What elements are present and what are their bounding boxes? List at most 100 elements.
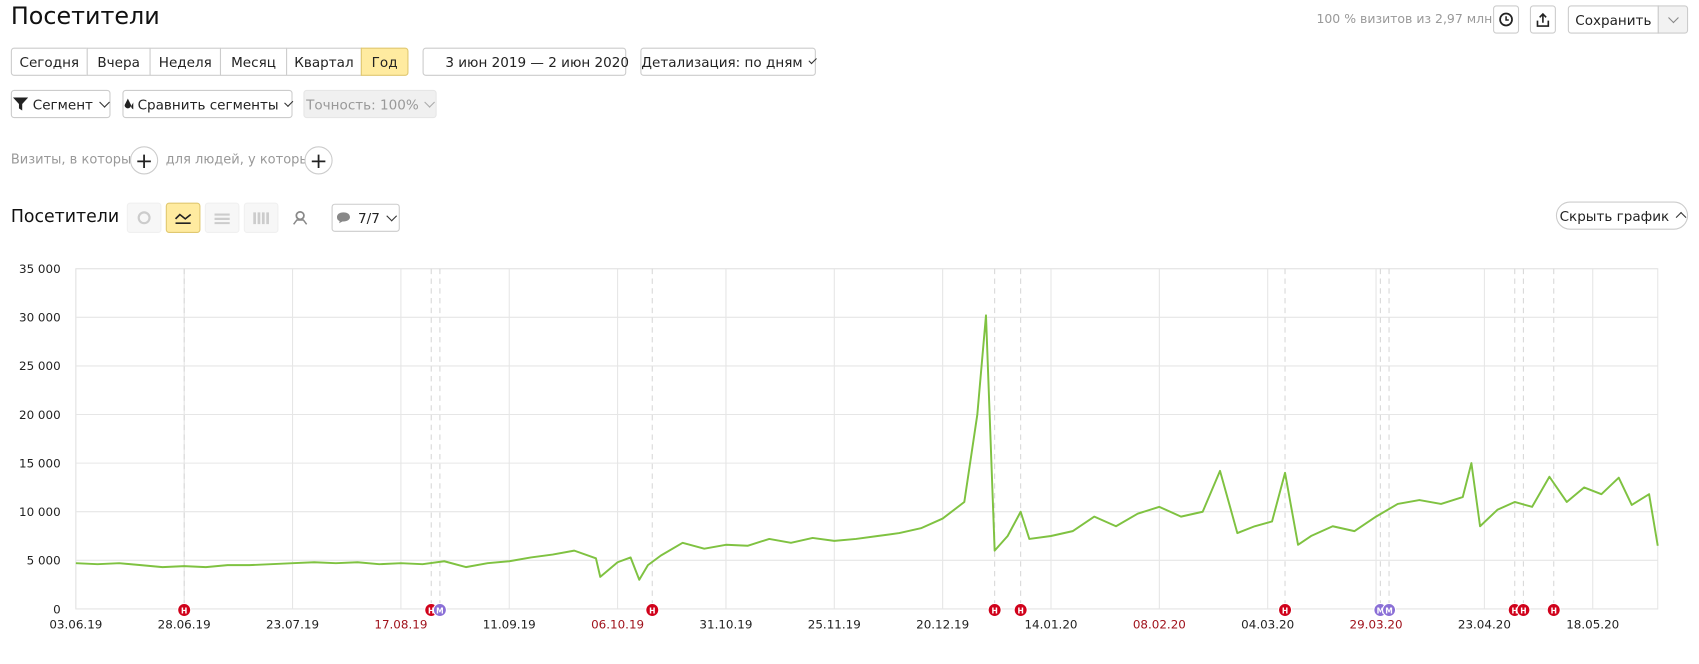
compare-button[interactable]: Сравнить сегменты: [122, 89, 294, 119]
period-button[interactable]: Квартал: [286, 47, 362, 76]
x-tick-label: 14.01.20: [1024, 617, 1077, 631]
annotation-dot: [645, 602, 660, 618]
y-tick-label: 5 000: [27, 554, 61, 568]
annotation-label: Н: [649, 606, 655, 615]
annotation-dot: [432, 602, 447, 618]
map-icon: [293, 210, 308, 225]
sample-info: 100 % визитов из 2,97 млн: [1316, 10, 1493, 27]
y-tick-label: 0: [53, 602, 61, 616]
save-menu[interactable]: [1657, 5, 1689, 34]
annotation-marker[interactable]: Н: [987, 602, 1002, 618]
annotation-dot: [1013, 602, 1028, 618]
x-tick-label: 04.03.20: [1241, 617, 1294, 631]
annotation-label: Н: [1512, 606, 1518, 615]
annotation-label: Н: [991, 606, 997, 615]
annotation-marker[interactable]: Н: [645, 602, 660, 618]
accuracy-label: Точность: 100%: [306, 95, 419, 113]
x-tick-label: 28.06.19: [158, 617, 211, 631]
y-tick-label: 10 000: [19, 505, 61, 519]
compare-label: Сравнить сегменты: [137, 95, 279, 113]
period-button[interactable]: Вчера: [86, 47, 151, 76]
period-button[interactable]: Сегодня: [10, 47, 88, 76]
detail-button[interactable]: Детализация: по дням: [640, 47, 817, 76]
clock-icon: [1499, 12, 1513, 27]
annotation-label: М: [1377, 606, 1385, 615]
annotation-dot: [1516, 602, 1531, 618]
date-range-button[interactable]: 3 июн 2019 — 2 июн 2020: [422, 47, 629, 76]
annotation-marker[interactable]: Н: [1546, 602, 1561, 618]
plot-frame: [75, 268, 1659, 610]
add-visit-filter[interactable]: +: [130, 146, 159, 175]
segment-label: Сегмент: [32, 95, 93, 113]
export-icon: [1536, 12, 1550, 27]
y-tick-label: 20 000: [19, 408, 61, 422]
x-tick-label: 25.11.19: [808, 617, 861, 631]
hide-chart-label: Скрыть график: [1559, 207, 1670, 224]
annotation-dot: [1546, 602, 1561, 618]
annotation-dot: [987, 602, 1002, 618]
chart-title: Посетители: [10, 205, 120, 227]
pie-view[interactable]: [126, 202, 162, 233]
line-view[interactable]: [165, 202, 201, 233]
pie-icon: [137, 211, 151, 225]
x-tick-label: 18.05.20: [1566, 617, 1619, 631]
x-tick-label: 17.08.19: [374, 617, 427, 631]
annotation-marker[interactable]: Н: [177, 602, 192, 618]
annotation-label: Н: [428, 606, 434, 615]
bar-view[interactable]: [243, 202, 279, 233]
history-button[interactable]: [1493, 5, 1520, 34]
annotation-label: Н: [1551, 606, 1557, 615]
y-tick-label: 30 000: [19, 311, 61, 325]
annotation-label: Н: [1017, 606, 1023, 615]
page-title: Посетители: [10, 3, 160, 31]
note-icon: [337, 212, 351, 224]
area-icon: [214, 213, 230, 225]
period-button[interactable]: Неделя: [149, 47, 222, 76]
annotation-marker[interactable]: М: [1382, 602, 1397, 618]
annotation-label: М: [1385, 606, 1393, 615]
x-tick-label: 31.10.19: [699, 617, 752, 631]
x-tick-label: 29.03.20: [1350, 617, 1403, 631]
annotation-marker[interactable]: Н: [1516, 602, 1531, 618]
period-button[interactable]: Год: [360, 47, 409, 76]
x-tick-label: 23.07.19: [266, 617, 319, 631]
save-button[interactable]: Сохранить: [1567, 5, 1659, 34]
detail-label: Детализация: по дням: [641, 53, 803, 70]
add-people-filter[interactable]: +: [304, 146, 333, 175]
x-tick-label: 08.02.20: [1133, 617, 1186, 631]
annotation-label: Н: [1282, 606, 1288, 615]
date-range: 3 июн 2019 — 2 июн 2020: [445, 53, 629, 70]
annotation-label: М: [436, 606, 444, 615]
period-button[interactable]: Месяц: [219, 47, 288, 76]
y-tick-label: 25 000: [19, 359, 61, 373]
x-tick-label: 11.09.19: [483, 617, 536, 631]
bar-icon: [253, 212, 269, 225]
annotation-dot: [1382, 602, 1397, 618]
y-tick-label: 35 000: [19, 262, 61, 276]
drops-icon: [124, 98, 134, 110]
map-view[interactable]: [282, 202, 318, 233]
visitors-line: [75, 314, 1659, 581]
y-tick-label: 15 000: [19, 456, 61, 470]
annotation-marker[interactable]: Н: [1013, 602, 1028, 618]
annotation-marker[interactable]: Н: [1277, 602, 1293, 618]
visits-filter-label: Визиты, в которых: [10, 151, 140, 167]
filter-icon: [13, 97, 29, 111]
hide-chart-button[interactable]: Скрыть график: [1555, 201, 1689, 230]
notes-button[interactable]: 7/7: [331, 203, 400, 232]
notes-count: 7/7: [358, 209, 380, 226]
annotation-label: Н: [1520, 606, 1526, 615]
annotation-marker[interactable]: М: [432, 602, 447, 618]
area-view[interactable]: [204, 202, 240, 233]
accuracy-button[interactable]: Точность: 100%: [303, 89, 437, 119]
annotation-dot: [177, 602, 192, 618]
x-tick-label: 06.10.19: [591, 617, 644, 631]
segment-button[interactable]: Сегмент: [10, 89, 111, 119]
x-tick-label: 20.12.19: [916, 617, 969, 631]
x-tick-label: 03.06.19: [49, 617, 102, 631]
x-tick-label: 23.04.20: [1458, 617, 1511, 631]
export-button[interactable]: [1529, 5, 1556, 34]
